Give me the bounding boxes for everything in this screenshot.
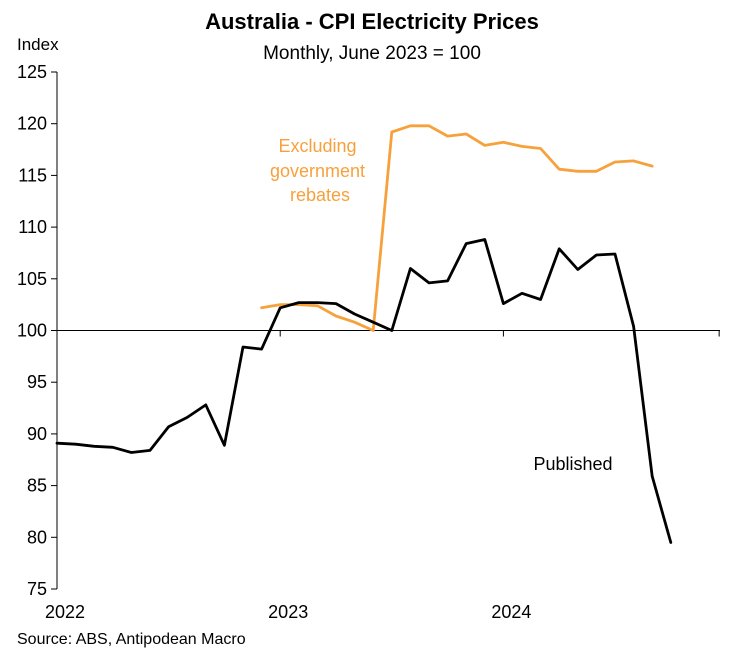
y-tick-label: 90 — [27, 424, 47, 444]
y-tick-label: 115 — [18, 165, 47, 185]
excluding-rebates-line — [260, 124, 654, 332]
y-axis: 75 80 85 90 95 100 105 110 115 120 125 — [17, 62, 58, 599]
x-tick-label: 2023 — [268, 602, 308, 622]
annotation-line: Excluding — [278, 136, 356, 156]
y-tick-label: 75 — [27, 579, 47, 599]
y-tick-label: 100 — [17, 321, 47, 341]
y-tick-label: 120 — [17, 114, 47, 134]
series-layer — [55, 124, 673, 544]
y-axis-label: Index — [17, 35, 59, 54]
chart-title: Australia - CPI Electricity Prices — [205, 9, 539, 34]
y-tick-label: 95 — [27, 372, 47, 392]
y-tick-label: 80 — [27, 527, 47, 547]
excluding-rebates-annotation: Excluding government rebates — [270, 136, 370, 205]
annotation-line: government — [270, 161, 365, 181]
y-tick-label: 85 — [27, 476, 47, 496]
annotation-line: rebates — [290, 185, 350, 205]
x-axis: 2022 2023 2024 — [45, 330, 720, 622]
chart-subtitle: Monthly, June 2023 = 100 — [263, 43, 481, 64]
y-tick-label: 125 — [17, 62, 47, 82]
source-note: Source: ABS, Antipodean Macro — [17, 631, 246, 648]
y-tick-label: 110 — [18, 217, 47, 237]
published-annotation: Published — [533, 454, 612, 474]
x-tick-label: 2024 — [491, 602, 531, 622]
published-line — [55, 238, 673, 544]
x-tick-label: 2022 — [45, 602, 85, 622]
y-tick-label: 105 — [17, 269, 47, 289]
